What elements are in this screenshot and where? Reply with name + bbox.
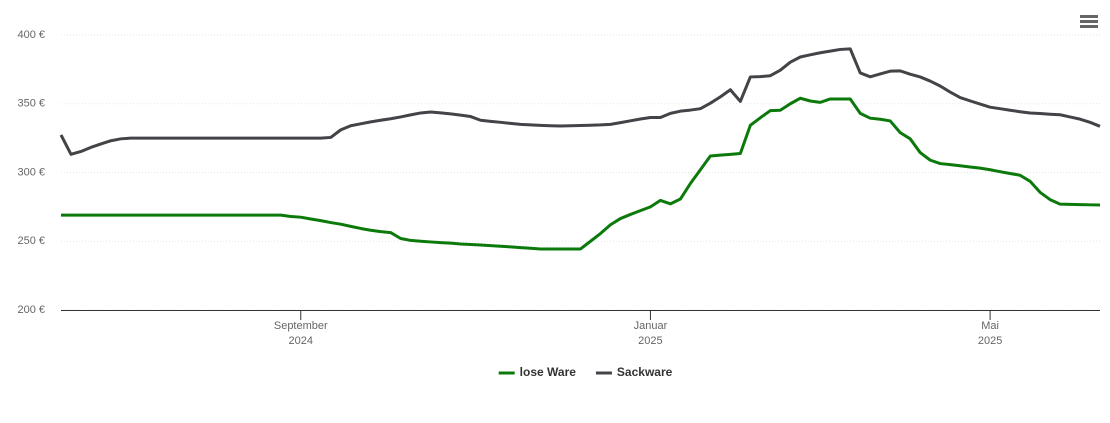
y-tick-label: 200 € (17, 304, 45, 316)
line (59, 47, 1101, 156)
legend-label: Sackware (617, 365, 673, 379)
x-tick-label: Januar 2025 (633, 320, 668, 347)
menu-bar (1080, 20, 1098, 23)
line (61, 96, 1101, 251)
menu-bar (1080, 15, 1098, 18)
x-tick-label: Mai 2025 (977, 320, 1003, 347)
y-tick-label: 350 € (17, 98, 45, 110)
legend-label: lose Ware (520, 365, 577, 379)
y-tick-label: 250 € (17, 235, 45, 247)
menu-bar (1080, 25, 1098, 28)
x-tick-label: September 2024 (273, 320, 328, 347)
menu-button[interactable] (1080, 15, 1098, 28)
y-tick-label: 300 € (17, 166, 45, 178)
y-tick-label: 400 € (17, 29, 45, 41)
